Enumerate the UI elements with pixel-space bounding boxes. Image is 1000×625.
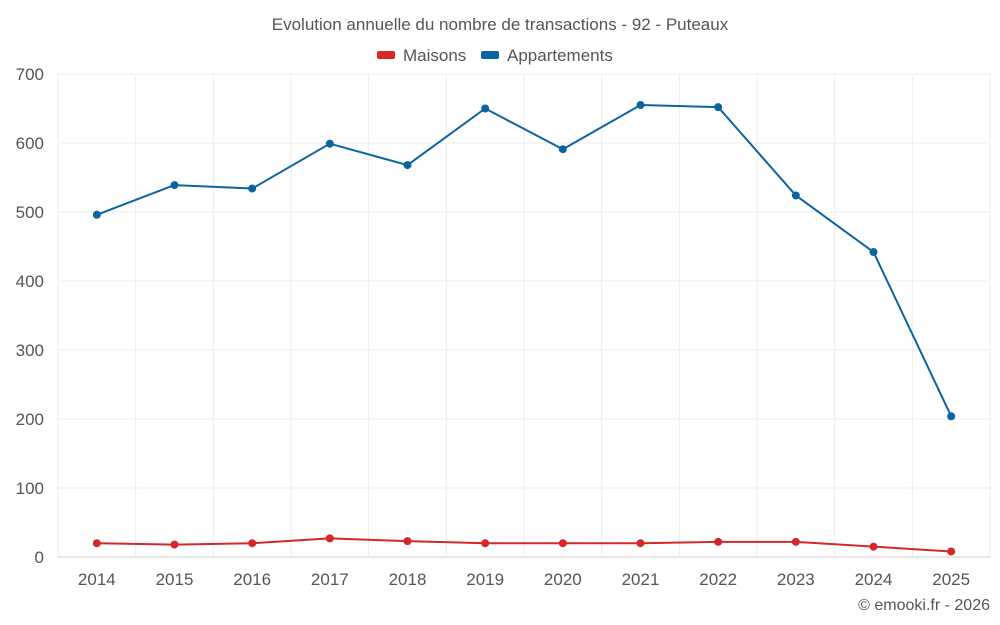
data-point-appartements[interactable] [481,104,490,113]
legend-label-maisons: Maisons [403,46,466,65]
x-tick-label: 2019 [466,570,504,589]
data-point-maisons[interactable] [248,539,257,548]
legend-item-maisons[interactable]: Maisons [377,46,466,65]
data-point-appartements[interactable] [248,184,257,193]
y-tick-label: 400 [16,272,44,291]
x-tick-label: 2022 [699,570,737,589]
data-point-appartements[interactable] [403,161,412,170]
data-point-maisons[interactable] [714,537,723,546]
data-point-appartements[interactable] [325,139,334,148]
legend-item-appartements[interactable]: Appartements [481,46,613,65]
x-tick-label: 2016 [233,570,271,589]
x-tick-label: 2014 [78,570,116,589]
series-group [92,101,956,556]
series-line-appartements [96,104,953,417]
chart-title: Evolution annuelle du nombre de transact… [272,15,729,34]
x-tick-label: 2023 [777,570,815,589]
data-point-appartements[interactable] [714,103,723,112]
y-tick-label: 100 [16,479,44,498]
x-tick-label: 2024 [855,570,893,589]
data-point-maisons[interactable] [869,542,878,551]
data-point-maisons[interactable] [481,539,490,548]
x-tick-label: 2017 [311,570,349,589]
y-tick-label: 200 [16,410,44,429]
series-line-maisons [96,537,952,553]
y-tick-label: 700 [16,65,44,84]
data-point-maisons[interactable] [92,539,101,548]
data-point-appartements[interactable] [636,101,645,110]
x-tick-label: 2021 [622,570,660,589]
data-point-appartements[interactable] [869,248,878,257]
data-point-maisons[interactable] [170,540,179,549]
data-point-maisons[interactable] [947,547,956,556]
series-appartements [92,101,956,421]
y-tick-label: 500 [16,203,44,222]
legend-swatch-maisons [377,51,395,59]
grid [57,73,991,558]
x-tick-label: 2025 [932,570,970,589]
data-point-maisons[interactable] [558,539,567,548]
legend-label-appartements: Appartements [507,46,613,65]
data-point-appartements[interactable] [947,412,956,421]
x-tick-label: 2018 [389,570,427,589]
x-tick-label: 2020 [544,570,582,589]
y-tick-label: 0 [35,548,44,567]
x-axis: 2014 2015 2016 2017 2018 2019 2020 2021 2022 2023… [78,570,970,589]
y-tick-label: 300 [16,341,44,360]
data-point-appartements[interactable] [92,210,101,219]
data-point-appartements[interactable] [791,191,800,200]
data-point-maisons[interactable] [791,537,800,546]
copyright-footer: © emooki.fr - 2026 [858,597,990,614]
data-point-maisons[interactable] [325,534,334,543]
y-tick-label: 600 [16,134,44,153]
legend-swatch-appartements [481,51,499,59]
legend: Maisons Appartements [377,46,613,65]
data-point-maisons[interactable] [636,539,645,548]
y-axis: 0 100 200 300 400 500 600 700 [16,65,44,567]
series-maisons [92,534,956,556]
x-tick-label: 2015 [156,570,194,589]
data-point-maisons[interactable] [403,537,412,546]
data-point-appartements[interactable] [558,145,567,154]
data-point-appartements[interactable] [170,181,179,190]
